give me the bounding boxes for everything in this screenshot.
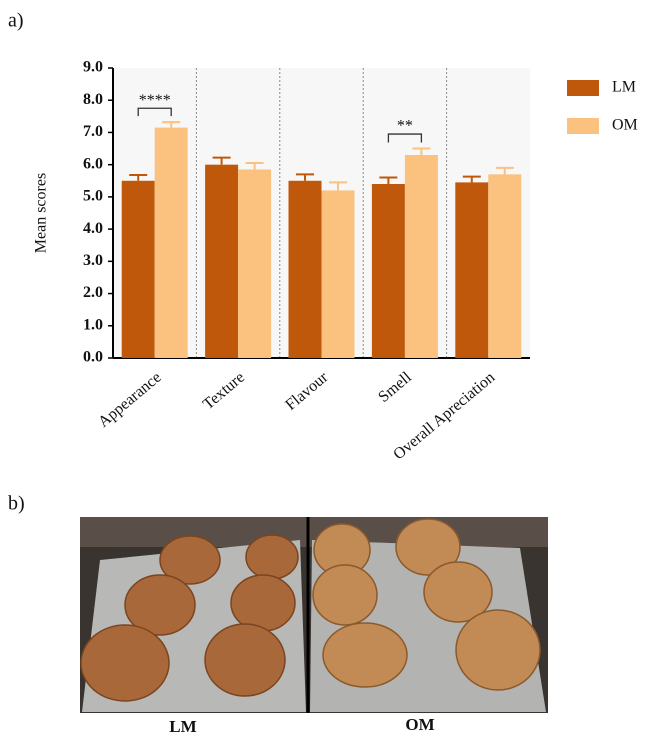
y-tick-label: 1.0	[83, 316, 103, 333]
photo-label: OM	[405, 715, 434, 734]
bar	[289, 181, 322, 358]
bar	[455, 182, 488, 358]
x-tick-label: Flavour	[282, 368, 332, 413]
bar	[238, 170, 271, 359]
y-tick-label: 5.0	[83, 188, 103, 205]
bar	[322, 190, 355, 358]
y-tick-label: 6.0	[83, 155, 103, 172]
significance-label: ****	[139, 92, 171, 109]
bar	[372, 184, 405, 358]
panel-label: b)	[8, 493, 25, 515]
significance-label: **	[397, 118, 413, 135]
panel-label: a)	[8, 10, 24, 32]
photo	[80, 517, 548, 713]
legend-swatch	[567, 80, 599, 96]
bar	[122, 181, 155, 358]
bar	[155, 128, 188, 358]
bar	[488, 174, 521, 358]
y-tick-label: 4.0	[83, 220, 103, 237]
x-tick-label: Appearance	[95, 369, 164, 431]
y-tick-label: 8.0	[83, 91, 103, 108]
y-tick-label: 7.0	[83, 123, 103, 140]
y-tick-label: 3.0	[83, 252, 103, 269]
y-axis-label: Mean scores	[33, 173, 50, 253]
y-tick-label: 2.0	[83, 284, 103, 301]
figure: a) b) Mean scores LM OM 0.0 1.0 2.0 3.0 4.0 5…	[0, 0, 651, 737]
y-tick-label: 0.0	[83, 349, 103, 366]
legend-label: OM	[612, 117, 638, 134]
legend-label: LM	[612, 79, 636, 96]
photo-label: LM	[169, 717, 196, 736]
y-tick-label: 9.0	[83, 59, 103, 76]
x-tick-label: Smell	[375, 369, 415, 406]
x-tick-label: Texture	[200, 369, 248, 413]
bar	[205, 165, 238, 358]
bar	[405, 155, 438, 358]
legend-swatch	[567, 118, 599, 134]
